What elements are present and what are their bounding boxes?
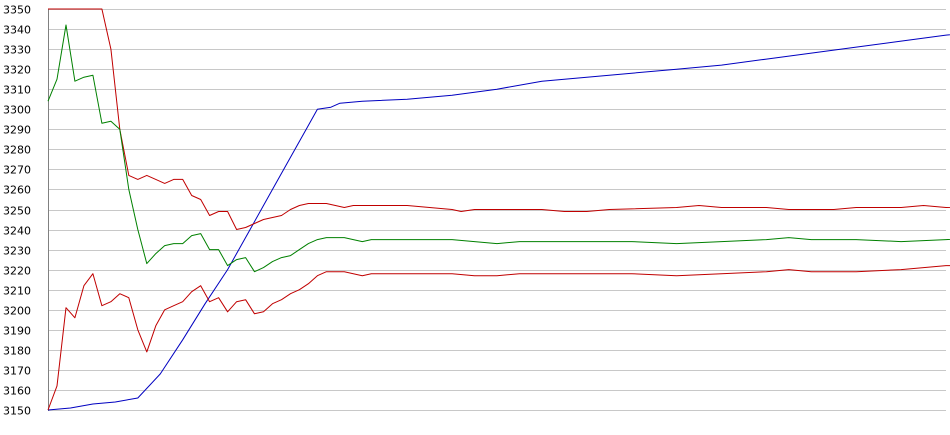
y-tick-label: 3350 xyxy=(3,4,31,17)
y-tick-label: 3290 xyxy=(3,124,31,137)
y-tick-label: 3250 xyxy=(3,205,31,218)
series-line-1 xyxy=(47,34,950,411)
y-tick-label: 3270 xyxy=(3,164,31,177)
y-tick-label: 3230 xyxy=(3,245,31,258)
y-tick-label: 3170 xyxy=(3,365,31,378)
series-line-4 xyxy=(47,265,950,411)
y-tick-labels: 3150 3160 3170 3180 3190 3200 3210 3220 3230 3240… xyxy=(3,4,31,418)
y-tick-label: 3210 xyxy=(3,285,31,298)
y-tick-label: 3320 xyxy=(3,64,31,77)
y-tick-label: 3310 xyxy=(3,84,31,97)
y-tick-label: 3260 xyxy=(3,184,31,197)
y-tick-label: 3240 xyxy=(3,225,31,238)
series-line-3 xyxy=(47,24,950,273)
y-tick-label: 3180 xyxy=(3,345,31,358)
y-tick-label: 3160 xyxy=(3,385,31,398)
series-line-2 xyxy=(48,8,950,230)
y-tick-label: 3280 xyxy=(3,144,31,157)
y-tick-label: 3150 xyxy=(3,405,31,418)
y-tick-label: 3190 xyxy=(3,325,31,338)
y-tick-label: 3340 xyxy=(3,24,31,37)
y-tick-label: 3330 xyxy=(3,44,31,57)
y-tick-label: 3200 xyxy=(3,305,31,318)
y-tick-label: 3220 xyxy=(3,265,31,278)
series-lines xyxy=(47,8,950,411)
y-tick-label: 3300 xyxy=(3,104,31,117)
